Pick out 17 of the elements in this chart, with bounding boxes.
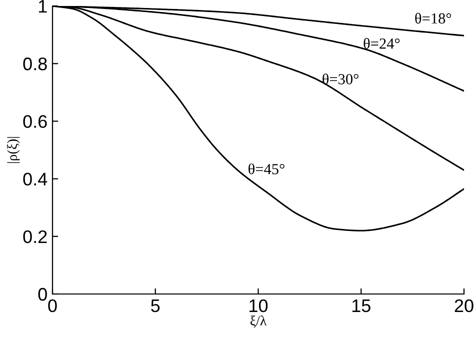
x-tick-label: 15 [352, 300, 370, 312]
y-tick-label: 0.4 [23, 172, 48, 186]
series-label: θ=45° [248, 163, 284, 174]
y-tick-label: 0 [38, 288, 47, 301]
series-label: θ=30° [322, 74, 358, 84]
y-tick-label: 0.2 [23, 230, 47, 244]
x-axis-title: ξ/λ [250, 316, 267, 328]
x-tick-label: 0 [48, 299, 57, 312]
y-tick-label: 0.8 [23, 58, 47, 70]
x-tick-label: 20 [454, 299, 474, 312]
series-label: θ=18° [415, 12, 452, 24]
y-tick-label: 1 [38, 0, 47, 13]
x-tick-label: 5 [151, 300, 160, 312]
y-axis-title: |ρ(ξ)| [7, 137, 20, 163]
y-tick-label: 0.6 [23, 115, 47, 128]
x-tick-label: 10 [250, 299, 268, 312]
series-label: θ=24° [364, 38, 400, 49]
